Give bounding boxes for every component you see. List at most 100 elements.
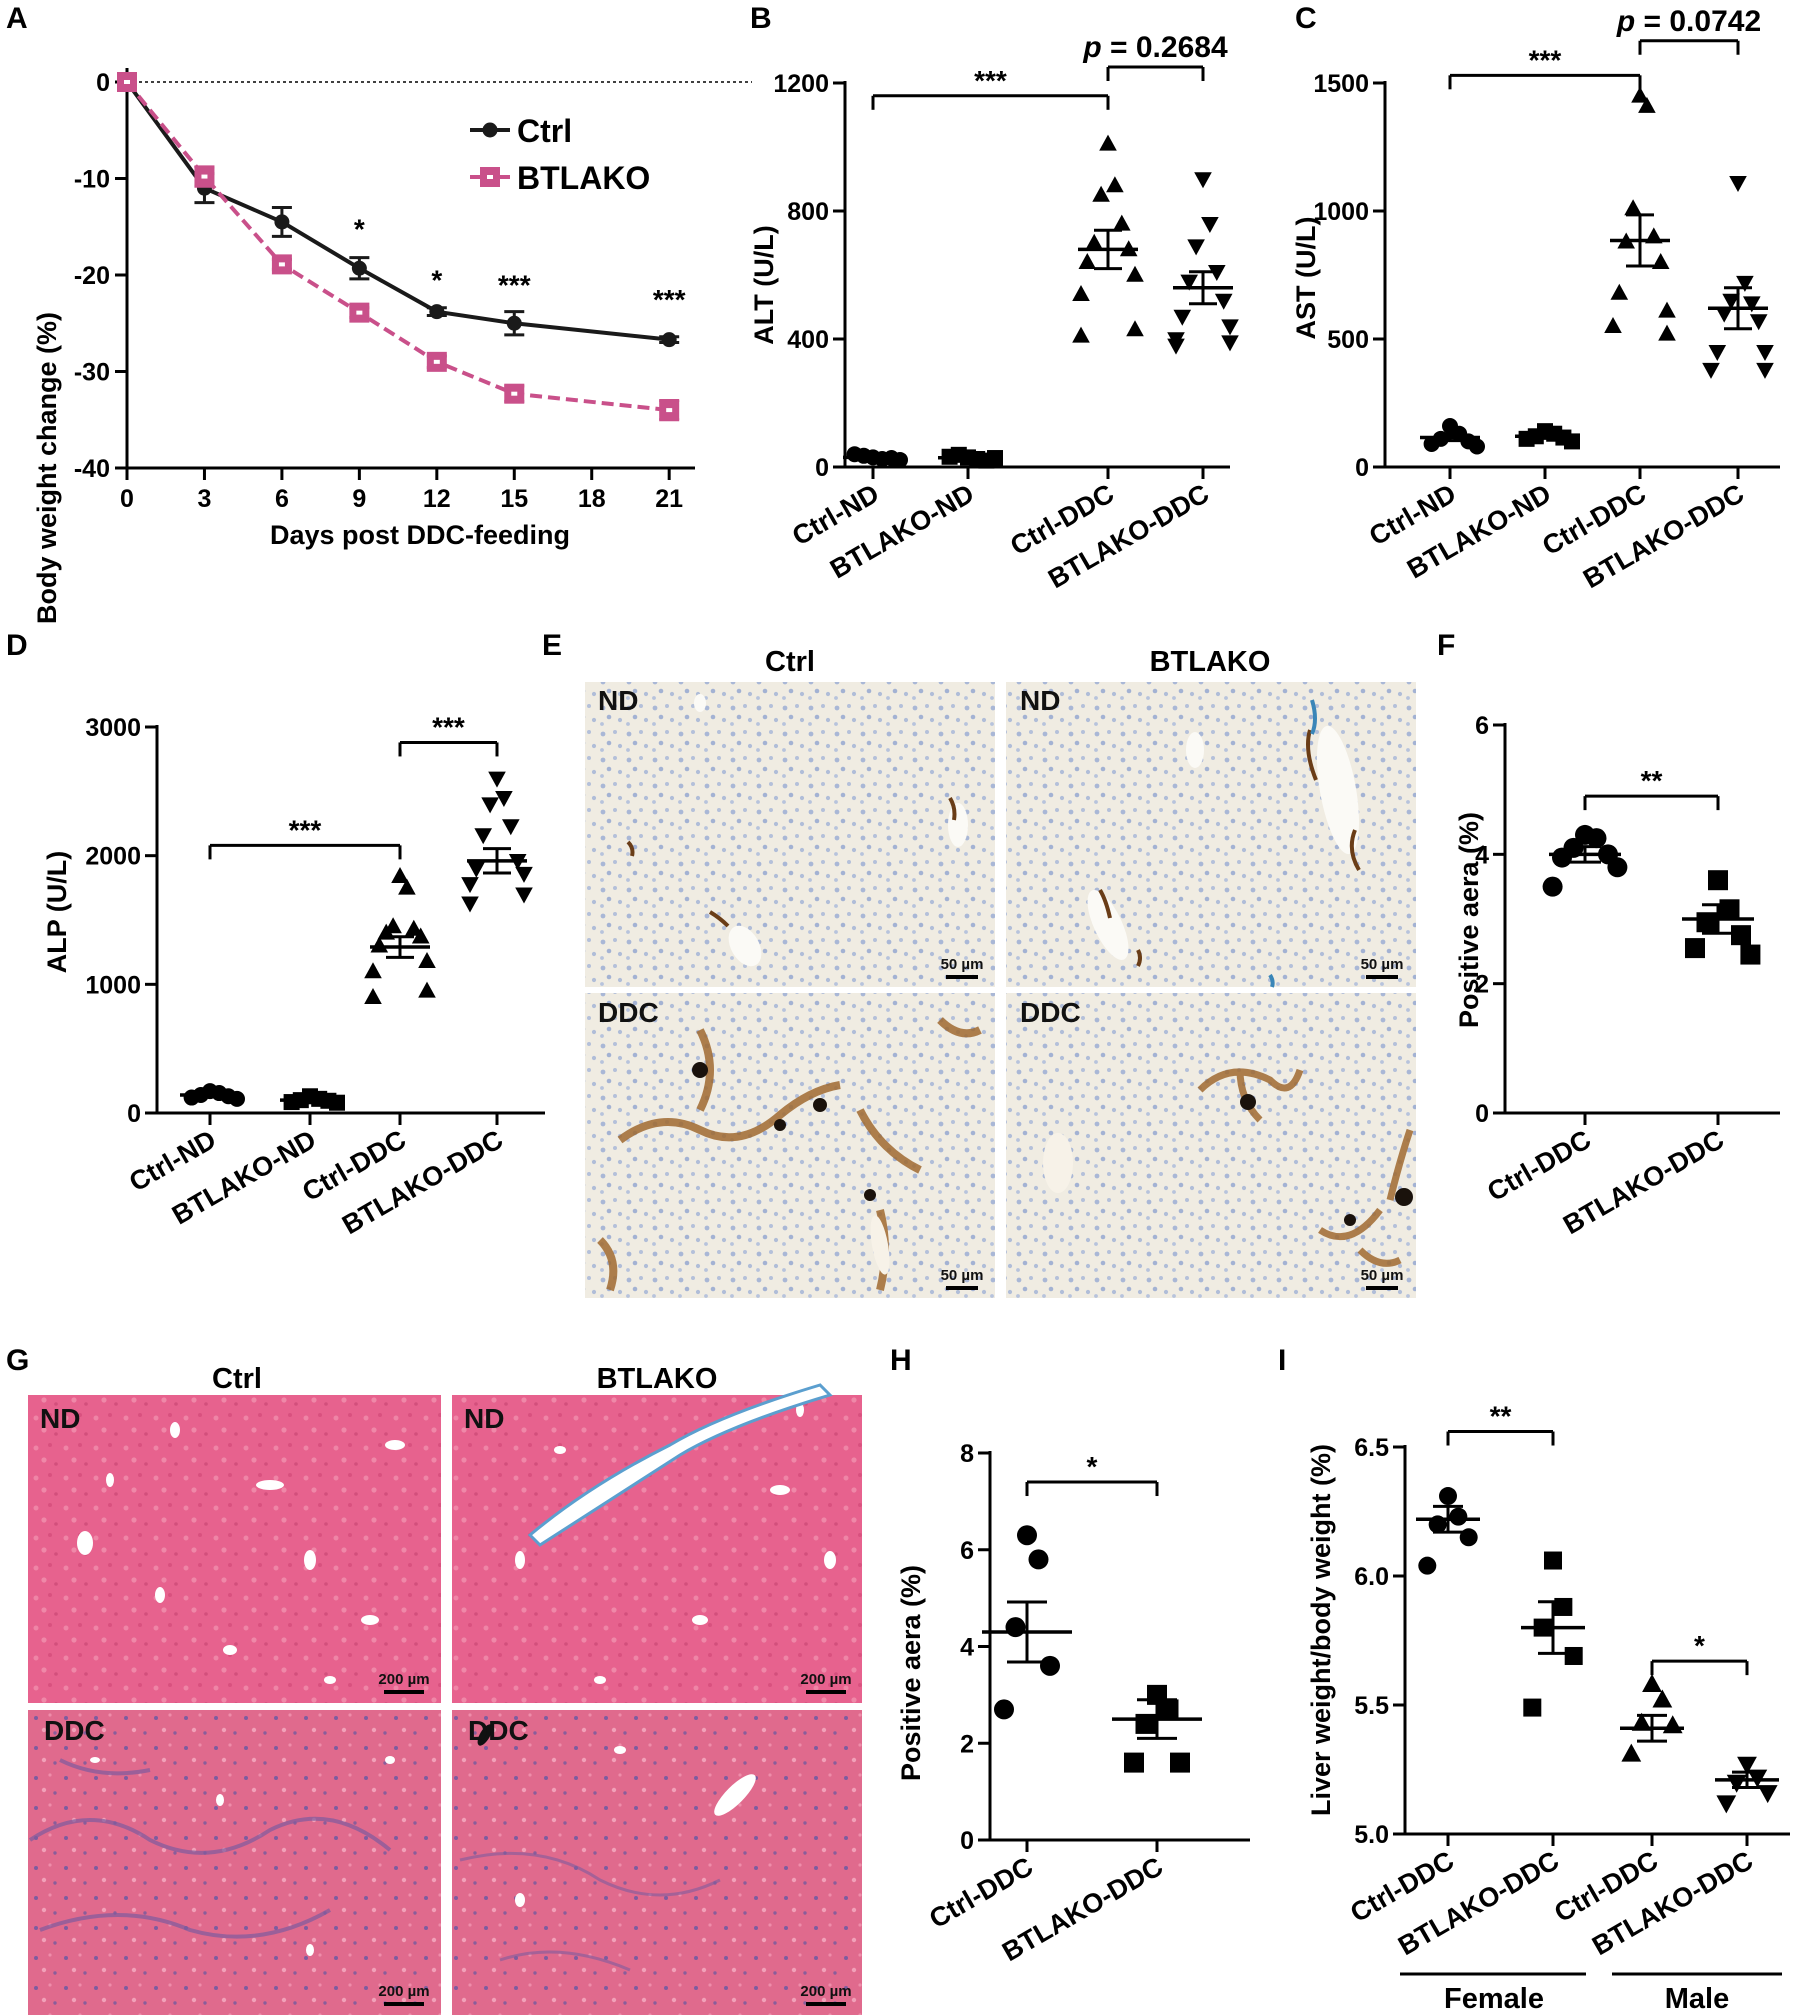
legend-label-btlako: BTLAKO — [517, 160, 650, 196]
vessel-lumens — [77, 1403, 836, 1956]
y-tick-label: 0 — [1475, 1100, 1489, 1128]
legend-marker-btlako-center — [487, 175, 493, 179]
data-point — [474, 828, 492, 845]
data-point — [1564, 1646, 1583, 1665]
scale-bar-label: 50 µm — [1361, 1267, 1404, 1284]
data-point — [1221, 319, 1239, 336]
p-value-number: = 0.2684 — [1102, 31, 1228, 64]
y-tick-label: 1000 — [1313, 198, 1369, 226]
x-category-label: BTLAKO-DDC — [337, 1124, 508, 1240]
panel-label-a: A — [6, 2, 28, 35]
panel-label-g: G — [6, 1344, 29, 1377]
scale-bar-label: 50 µm — [941, 956, 984, 973]
group-label-female: Female — [1444, 1983, 1544, 2015]
y-tick-label: 500 — [1327, 326, 1369, 354]
porphyrin-deposit — [692, 1062, 708, 1078]
y-tick-label: 400 — [787, 326, 829, 354]
scatter-chart-liver-ratio: Liver weight/body weight (%) Female Male… — [1306, 1401, 1790, 2015]
micrograph-ctrl-ddc — [585, 993, 995, 1298]
data-point — [1658, 301, 1676, 318]
micrograph-btlako-nd — [452, 1395, 862, 1703]
porphyrin-deposit — [1240, 1094, 1256, 1110]
significance-label: *** — [432, 711, 465, 742]
micrograph-btlako-ddc — [1006, 993, 1416, 1298]
data-point — [1544, 1551, 1562, 1570]
y-tick-label: 0 — [815, 454, 829, 482]
data-point — [1729, 176, 1747, 193]
data-point — [1737, 1756, 1757, 1775]
data-point — [1552, 847, 1572, 868]
y-tick-label: 4 — [1475, 841, 1489, 869]
data-point — [1702, 362, 1720, 379]
data-point — [1658, 324, 1676, 341]
data-point-ctrl — [506, 315, 522, 331]
y-tick-label: 0 — [96, 69, 110, 97]
data-point — [1072, 285, 1090, 301]
portal-vessel — [1043, 1133, 1073, 1193]
x-tick-label: 18 — [578, 485, 606, 513]
x-category-label: BTLAKO-DDC — [1578, 478, 1749, 594]
data-point — [1124, 1752, 1144, 1773]
panel-label-f: F — [1437, 629, 1455, 662]
panel-label-h: H — [890, 1344, 912, 1377]
panel-label-d: D — [6, 629, 28, 662]
y-tick-label: 2 — [960, 1730, 974, 1758]
portal-vessel — [1316, 725, 1360, 855]
ductular-staining — [626, 796, 957, 928]
x-tick-label: 12 — [423, 485, 451, 513]
data-point — [1638, 96, 1656, 113]
y-tick-label: 1200 — [773, 70, 829, 98]
data-point — [418, 981, 436, 998]
scatter-chart-ast: AST (U/L) 050010001500Ctrl-NDBTLAKO-NDCt… — [1291, 5, 1780, 594]
data-point — [1621, 1743, 1642, 1762]
data-point — [1126, 265, 1144, 282]
x-category-label: BTLAKO-DDC — [1043, 478, 1214, 594]
data-point — [1167, 338, 1185, 355]
column-title-btlako: BTLAKO — [597, 1363, 718, 1395]
data-point — [502, 819, 520, 836]
scale-bar-label: 200 µm — [378, 1671, 429, 1688]
x-tick-label: 21 — [655, 485, 683, 513]
data-point — [1610, 283, 1629, 300]
data-point — [1736, 275, 1754, 292]
data-point — [1106, 176, 1124, 193]
panel-label-i: I — [1278, 1344, 1286, 1377]
data-point — [1685, 938, 1705, 959]
data-point — [495, 790, 513, 807]
data-point — [1586, 828, 1607, 849]
data-point-ctrl — [274, 214, 290, 230]
data-point — [1631, 1712, 1652, 1731]
blue-stain — [1268, 699, 1317, 988]
row-label-nd: ND — [598, 685, 638, 716]
data-point — [1170, 1752, 1190, 1773]
data-point — [1180, 274, 1198, 291]
porphyrin-deposit — [1344, 1214, 1356, 1226]
significance-label: * — [1694, 1630, 1705, 1661]
data-point — [1662, 1715, 1683, 1734]
histology-micrograph-grid: Ctrl BTLAKO ND ND DDC DDC 200 µ — [28, 1363, 862, 2015]
data-point — [1135, 1713, 1156, 1734]
data-point — [1423, 435, 1440, 452]
significance-annotation: * — [354, 213, 365, 244]
y-tick-label: 1500 — [1313, 70, 1369, 98]
data-point-ctrl — [351, 260, 367, 276]
p-value-number: = 0.0742 — [1635, 5, 1761, 38]
fibrotic-septa — [459, 1851, 721, 1972]
y-tick-label: 3000 — [85, 714, 141, 742]
panel-label-b: B — [750, 2, 772, 35]
data-point — [1099, 134, 1117, 151]
x-tick-label: 0 — [120, 485, 134, 513]
data-point — [405, 919, 423, 936]
data-point — [1756, 345, 1774, 361]
data-point — [994, 1699, 1014, 1720]
x-tick-label: 15 — [500, 485, 528, 513]
data-point-btlako-center — [433, 359, 440, 364]
y-tick-label: 800 — [787, 198, 829, 226]
data-point — [1418, 1556, 1437, 1575]
significance-label: *** — [974, 65, 1007, 96]
data-point — [1749, 314, 1768, 331]
data-point — [364, 988, 382, 1004]
y-tick-label: 6 — [960, 1537, 974, 1565]
data-point — [364, 962, 382, 979]
y-tick-label: -10 — [74, 166, 110, 194]
